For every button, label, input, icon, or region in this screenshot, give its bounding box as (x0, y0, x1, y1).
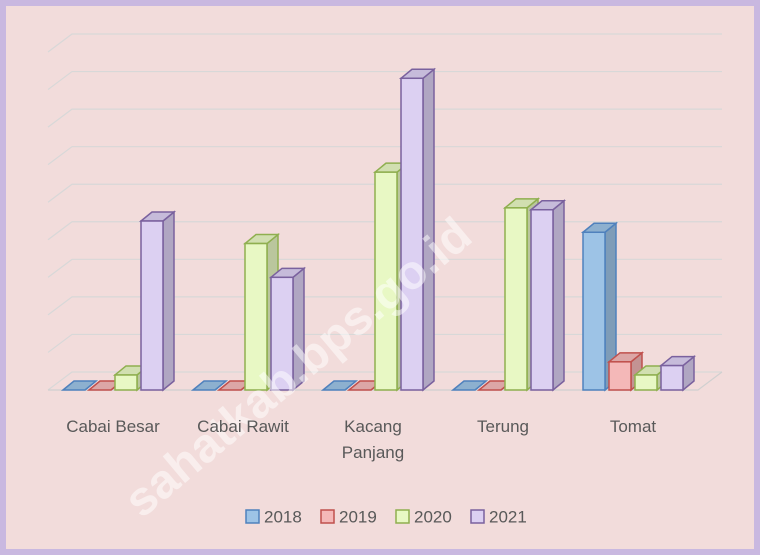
bar (660, 364, 684, 391)
grid-line (47, 146, 722, 166)
bar (530, 208, 554, 391)
bar (374, 171, 398, 391)
x-tick-label: Kacang Panjang (341, 417, 405, 462)
legend-swatch (395, 509, 410, 524)
legend-label: 2021 (489, 507, 527, 526)
legend-label: 2020 (414, 507, 452, 526)
bar (608, 361, 632, 391)
bar (582, 231, 606, 391)
bar (634, 374, 658, 391)
bar (400, 77, 424, 391)
legend-label: 2018 (264, 507, 302, 526)
x-tick-label: Tomat (609, 417, 657, 436)
bar-side (552, 199, 565, 392)
legend-swatch (470, 509, 485, 524)
bar-top (320, 380, 359, 391)
bar-top (450, 380, 489, 391)
legend-swatch (320, 509, 335, 524)
legend: 2018 2019 2020 2021 (245, 507, 527, 526)
bar (114, 374, 138, 391)
bar-side (162, 210, 175, 392)
x-tick-label: Terung (477, 417, 529, 436)
bar-top (60, 380, 99, 391)
bar (140, 220, 164, 391)
grid-line (47, 70, 722, 91)
grid-line (47, 183, 722, 203)
legend-label: 2019 (339, 507, 377, 526)
legend-swatch (245, 509, 260, 524)
grid-line (47, 33, 722, 53)
bar-top (190, 380, 229, 391)
bar (244, 242, 268, 391)
x-tick-label: Cabai Besar (66, 417, 160, 436)
bar (504, 207, 528, 391)
bar (270, 276, 294, 391)
grid-line (47, 108, 722, 128)
x-tick-label: Cabai Rawit (197, 417, 289, 436)
